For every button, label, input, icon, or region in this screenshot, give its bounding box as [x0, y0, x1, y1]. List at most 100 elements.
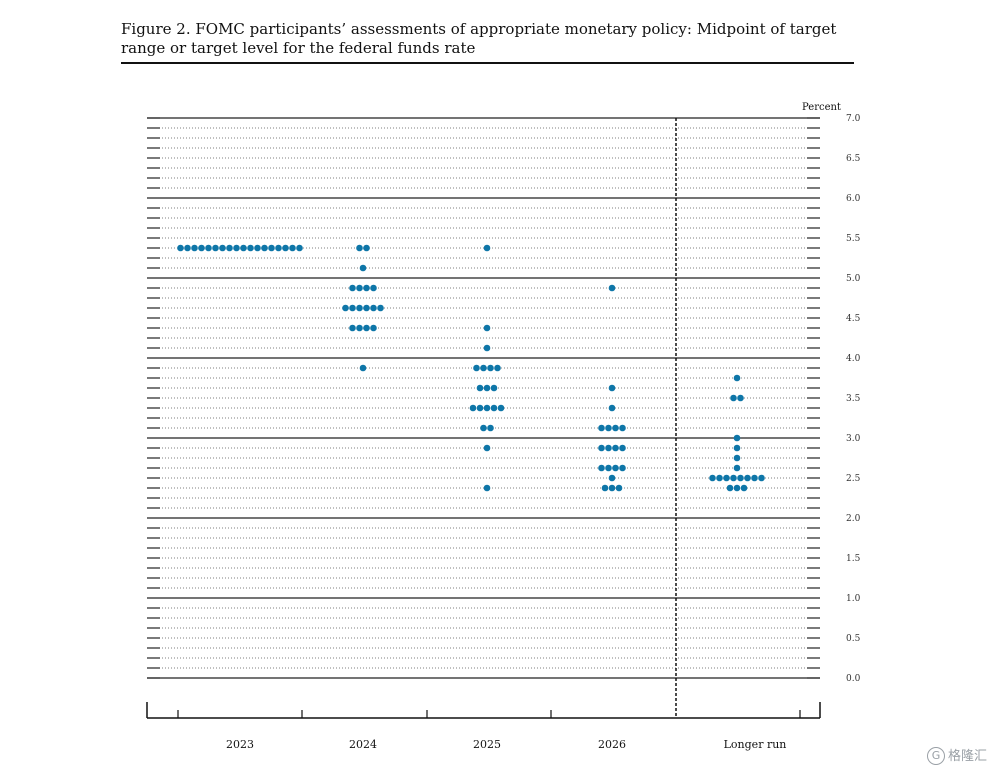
participant-dot — [177, 244, 184, 252]
y-tick-label: 1.5 — [846, 554, 861, 564]
participant-dot — [282, 244, 289, 252]
participant-dot — [359, 364, 367, 372]
participant-dot — [605, 464, 612, 472]
participant-dot — [733, 484, 741, 492]
y-axis-label: Percent — [802, 102, 841, 113]
participant-dot — [275, 244, 282, 252]
participant-dot — [363, 284, 370, 292]
participant-dot — [726, 484, 734, 492]
y-tick-label: 5.0 — [846, 274, 861, 284]
y-tick-label: 2.5 — [846, 474, 861, 484]
participant-dot — [487, 364, 494, 372]
participant-dot — [619, 424, 626, 432]
participant-dot — [349, 324, 356, 332]
participant-dot — [356, 324, 363, 332]
participant-dot — [744, 474, 751, 482]
watermark: G 格隆汇 — [926, 745, 987, 765]
participant-dot — [601, 484, 609, 492]
participant-dot — [483, 344, 491, 352]
participant-dot — [733, 444, 741, 452]
participant-dot — [608, 484, 616, 492]
participant-dot — [198, 244, 205, 252]
figure-title: Figure 2. FOMC participants’ assessments… — [121, 20, 837, 57]
participant-dot — [240, 244, 247, 252]
participant-dot — [605, 424, 612, 432]
participant-dot — [487, 424, 494, 432]
participant-dot — [254, 244, 261, 252]
participant-dot — [473, 364, 480, 372]
participant-dot — [377, 304, 384, 312]
participant-dot — [608, 384, 616, 392]
participant-dot — [363, 324, 370, 332]
participant-dot — [261, 244, 268, 252]
participant-dot — [615, 484, 623, 492]
participant-dot — [737, 474, 744, 482]
participant-dot — [476, 384, 484, 392]
participant-dot — [733, 434, 741, 442]
participant-dot — [356, 304, 363, 312]
y-tick-label: 2.0 — [846, 514, 861, 524]
participant-dot — [494, 364, 501, 372]
participant-dot — [289, 244, 296, 252]
participant-dot — [497, 404, 505, 412]
participant-dot — [608, 474, 616, 482]
x-category-label: 2026 — [598, 738, 626, 751]
participant-dot — [740, 484, 748, 492]
y-tick-label: 0.5 — [846, 634, 861, 644]
title-rule — [121, 62, 854, 64]
participant-dot — [483, 484, 491, 492]
participant-dot — [349, 284, 356, 292]
y-tick-label: 4.0 — [846, 354, 861, 364]
participant-dot — [608, 284, 616, 292]
watermark-logo-icon: G — [926, 747, 945, 765]
participant-dot — [469, 404, 477, 412]
participant-dot — [483, 324, 491, 332]
participant-dot — [608, 404, 616, 412]
participant-dot — [751, 474, 758, 482]
participant-dot — [226, 244, 233, 252]
y-tick-label: 5.5 — [846, 234, 861, 244]
participant-dot — [356, 244, 363, 252]
participant-dot — [716, 474, 723, 482]
y-tick-label: 4.5 — [846, 314, 861, 324]
participant-dot — [490, 404, 498, 412]
participant-dot — [612, 424, 619, 432]
participant-dot — [483, 244, 491, 252]
participant-dot — [758, 474, 765, 482]
y-tick-label: 7.0 — [846, 114, 861, 124]
participant-dot — [296, 244, 303, 252]
participant-dot — [268, 244, 275, 252]
participant-dot — [733, 374, 741, 382]
y-tick-label: 3.5 — [846, 394, 861, 404]
participant-dot — [370, 284, 377, 292]
participant-dot — [219, 244, 226, 252]
participant-dot — [483, 404, 491, 412]
y-tick-label: 0.0 — [846, 674, 861, 684]
participant-dot — [619, 464, 626, 472]
participant-dot — [612, 464, 619, 472]
participant-dot — [363, 304, 370, 312]
y-tick-label: 6.0 — [846, 194, 861, 204]
participant-dot — [598, 464, 605, 472]
participant-dot — [605, 444, 612, 452]
participant-dot — [247, 244, 254, 252]
participant-dot — [359, 264, 367, 272]
participant-dot — [490, 384, 498, 392]
participant-dot — [191, 244, 198, 252]
participant-dot — [480, 424, 487, 432]
participant-dot — [349, 304, 356, 312]
participant-dot — [723, 474, 730, 482]
x-category-label: 2024 — [349, 738, 377, 751]
participant-dot — [212, 244, 219, 252]
participant-dot — [342, 304, 349, 312]
y-tick-label: 6.5 — [846, 154, 861, 164]
participant-dot — [356, 284, 363, 292]
participant-dot — [370, 324, 377, 332]
participant-dot — [619, 444, 626, 452]
participant-dot — [233, 244, 240, 252]
x-category-label: 2023 — [226, 738, 254, 751]
y-tick-label: 3.0 — [846, 434, 861, 444]
participant-dot — [184, 244, 191, 252]
x-category-label: Longer run — [724, 738, 787, 751]
